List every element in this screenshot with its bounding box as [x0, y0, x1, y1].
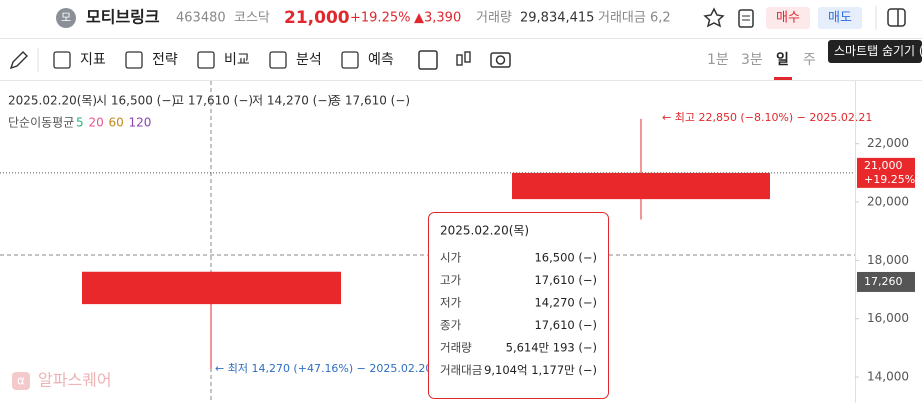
tooltip-title: 2025.02.20(목)	[440, 224, 529, 238]
info-field: 고 17,610 (−)	[173, 94, 253, 108]
stock-name: 모티브링크	[86, 8, 160, 27]
tooltip-key: 저가	[440, 296, 462, 310]
period-tab[interactable]: 주	[803, 52, 816, 68]
period-tab[interactable]: 1분	[707, 52, 729, 68]
tooltip-box	[828, 40, 922, 63]
tool-icon[interactable]	[269, 51, 287, 69]
draw-icon[interactable]	[9, 51, 28, 70]
y-tick-label: 18,000	[867, 253, 909, 267]
tooltip-value: 9,104억 1,177만 (−)	[484, 363, 597, 377]
amount: 거래대금 6,2	[598, 11, 671, 26]
candle-body	[82, 271, 341, 305]
volume-label: 거래량	[476, 11, 512, 26]
tool-icon[interactable]	[53, 51, 71, 69]
ma-label: 단순이동평균	[8, 116, 74, 130]
current-price-box	[857, 157, 915, 188]
cursor-price-box	[857, 271, 915, 292]
y-tick-label: 16,000	[867, 311, 909, 325]
tooltip-value: 5,614만 193 (−)	[506, 341, 597, 355]
info-field: 저 14,270 (−)	[252, 94, 332, 108]
sell-button[interactable]	[818, 7, 862, 29]
tool-label: 분석	[296, 52, 322, 68]
tool-icon[interactable]	[125, 51, 143, 69]
candle-icon-part	[464, 51, 471, 63]
watermark-icon	[12, 372, 30, 390]
tool-icon[interactable]	[341, 51, 359, 69]
tooltip-value: 14,270 (−)	[534, 296, 597, 310]
camera-icon[interactable]	[490, 52, 511, 68]
tooltip-key: 시가	[440, 251, 462, 265]
y-tick-label: 20,000	[867, 195, 909, 209]
info-field: 종 17,610 (−)	[330, 94, 410, 108]
camera-lens	[495, 55, 506, 65]
buy-button[interactable]	[766, 7, 810, 29]
change: ▲3,390	[414, 11, 461, 26]
stock-icon	[56, 8, 76, 28]
volume: 29,834,415	[520, 11, 594, 26]
tool-label: 지표	[80, 52, 106, 68]
tool-icon[interactable]	[197, 51, 215, 69]
layout-icon[interactable]	[418, 50, 438, 70]
info-field: 시 16,500 (−)	[96, 94, 176, 108]
tool-label: 예측	[368, 52, 394, 68]
price: 21,000	[284, 8, 350, 28]
stock-code: 463480	[176, 11, 226, 26]
current-change: +19.25%	[864, 173, 915, 186]
favorite-icon[interactable]	[703, 7, 725, 28]
tooltip-value: 17,610 (−)	[534, 318, 597, 332]
high-annotation: ← 최고 22,850 (−8.10%) − 2025.02.21	[662, 111, 872, 124]
low-annotation: ← 최저 14,270 (+47.16%) − 2025.02.20	[215, 362, 432, 375]
candle-body	[512, 172, 770, 200]
tooltip-key: 종가	[440, 318, 462, 332]
tooltip-value: 16,500 (−)	[534, 251, 597, 265]
panel-icon[interactable]	[887, 8, 906, 27]
ma-item: 20	[89, 116, 104, 130]
watermark: 알파스퀘어	[38, 371, 112, 390]
ma-item: 120	[129, 116, 152, 130]
tool-label: 전략	[152, 52, 178, 68]
tooltip-text: 스마트탭 숨기기 (	[834, 44, 922, 58]
memo-icon[interactable]	[738, 9, 754, 28]
period-underline	[774, 77, 792, 80]
tooltip-key: 고가	[440, 273, 462, 287]
period-tab[interactable]: 일	[776, 52, 789, 68]
info-date: 2025.02.20(목)	[8, 94, 97, 108]
ma-item: 60	[109, 116, 124, 130]
ma-item: 5	[76, 116, 84, 130]
cursor-price: 17,260	[864, 275, 903, 288]
buy-label: 매수	[776, 11, 800, 26]
ohlc-tooltip	[428, 212, 609, 399]
change-pct: +19.25%	[350, 11, 410, 26]
watermark-icon-glyph: α	[17, 374, 25, 388]
period-tab[interactable]: 3분	[741, 52, 763, 68]
tooltip-key: 거래대금	[440, 363, 482, 377]
sell-label: 매도	[828, 11, 852, 26]
y-tick-label: 14,000	[867, 370, 909, 384]
tooltip-value: 17,610 (−)	[534, 273, 597, 287]
market: 코스닥	[234, 11, 270, 26]
tooltip-key: 거래량	[440, 341, 472, 355]
stock-icon-text: 모	[61, 11, 71, 24]
candle-icon[interactable]	[456, 54, 463, 66]
tool-label: 비교	[224, 52, 250, 68]
y-tick-label: 22,000	[867, 136, 909, 150]
current-price: 21,000	[864, 159, 903, 172]
